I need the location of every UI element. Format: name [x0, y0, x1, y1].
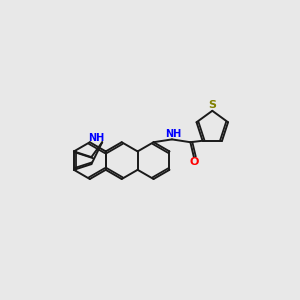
Text: O: O: [189, 158, 199, 167]
Text: NH: NH: [88, 133, 104, 143]
Text: S: S: [208, 100, 216, 110]
Text: NH: NH: [165, 129, 182, 140]
